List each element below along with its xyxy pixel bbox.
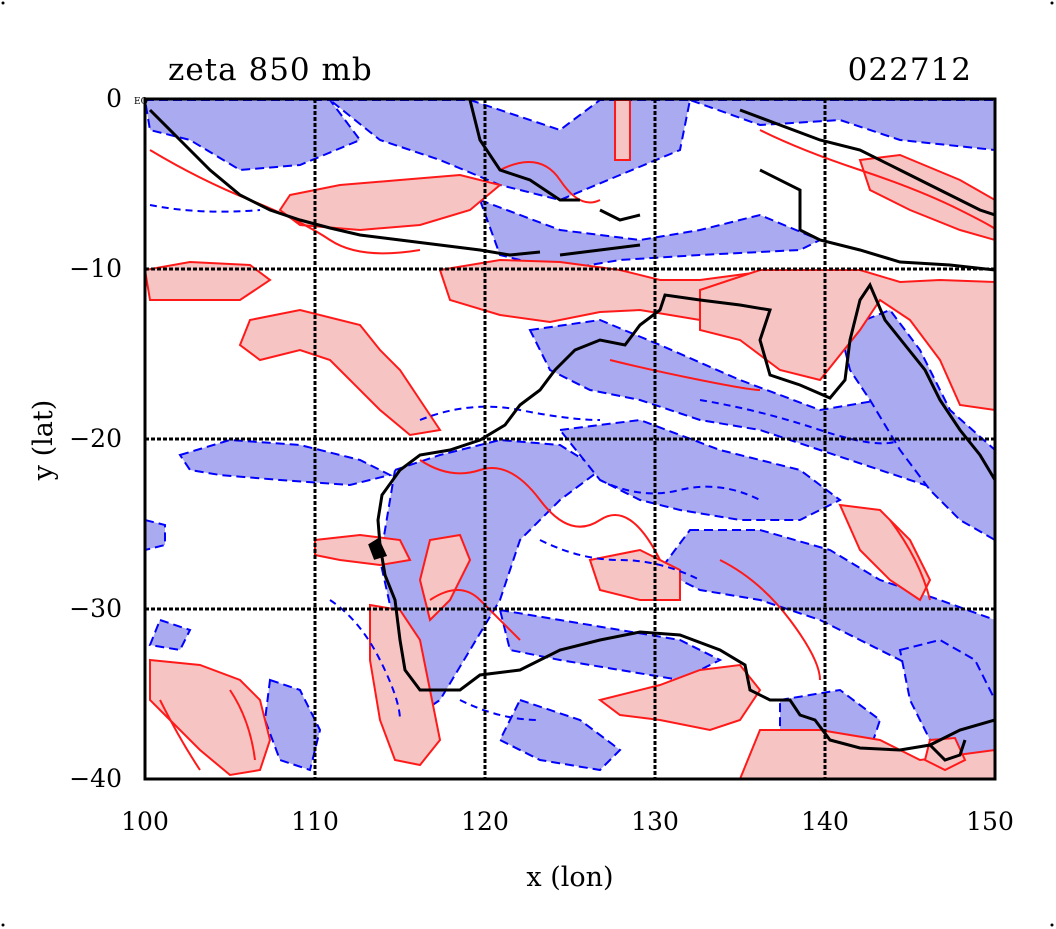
y-tick-label: −30 xyxy=(69,594,122,623)
corner-mark xyxy=(1050,923,1054,927)
y-axis-label: y (lat) xyxy=(28,400,59,482)
corner-mark xyxy=(1050,1,1054,5)
map-title: zeta 850 mb xyxy=(168,52,373,88)
y-tick-label: 0 xyxy=(106,84,122,113)
y-tick-label: −10 xyxy=(69,254,122,283)
corner-mark xyxy=(1,923,5,927)
australia-coastline xyxy=(376,281,995,546)
map-grid xyxy=(145,99,995,779)
equator-label: EQ xyxy=(134,97,148,107)
plot-area xyxy=(145,99,995,779)
australia-south-coastline xyxy=(378,544,995,752)
x-tick-label: 110 xyxy=(291,807,339,836)
new-guinea-coastline xyxy=(739,108,995,217)
tasmania-coastline xyxy=(928,739,967,762)
x-tick-label: 150 xyxy=(966,807,1014,836)
x-axis-label: x (lon) xyxy=(526,862,613,893)
plot-frame xyxy=(143,97,997,781)
sumatra-java-coastline xyxy=(148,108,541,257)
negative-contour-lines xyxy=(149,204,901,721)
x-axis-ticks: 100 110 120 130 140 150 xyxy=(121,807,1014,836)
sulawesi-coastline xyxy=(599,208,641,222)
x-tick-label: 140 xyxy=(801,807,849,836)
coastlines xyxy=(148,99,995,762)
x-tick-label: 120 xyxy=(461,807,509,836)
negative-vorticity-regions xyxy=(145,99,995,772)
corner-mark xyxy=(1,1,5,5)
y-tick-label: −40 xyxy=(69,764,122,793)
east-timor-coastline xyxy=(559,243,641,257)
y-tick-label: −20 xyxy=(69,424,122,453)
borneo-coastline xyxy=(468,99,580,202)
x-tick-label: 130 xyxy=(631,807,679,836)
x-tick-label: 100 xyxy=(121,807,169,836)
y-axis-ticks: 0 −10 −20 −30 −40 xyxy=(69,84,122,793)
new-guinea-south-coastline xyxy=(759,168,995,272)
map-timestamp: 022712 xyxy=(848,52,972,88)
